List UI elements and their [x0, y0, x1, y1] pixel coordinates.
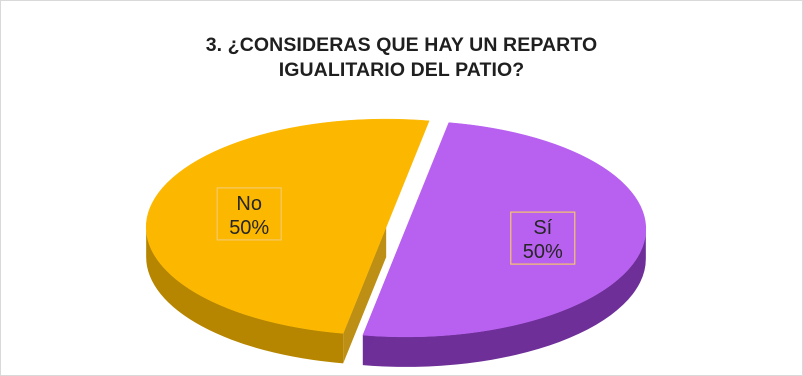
pie-slice-side	[362, 228, 646, 367]
pie-slice-1	[362, 122, 646, 367]
chart-title-line-2: IGUALITARIO DEL PATIO?	[278, 59, 525, 81]
data-label-box	[510, 211, 576, 265]
data-label-percent: 50%	[229, 217, 269, 239]
pie-slice-top	[146, 118, 430, 334]
data-label-percent: 50%	[523, 241, 563, 263]
data-label-category: Sí	[533, 217, 552, 239]
pie-slice-top	[362, 122, 646, 338]
pie-slice-face	[343, 227, 387, 364]
chart-title: 3. ¿CONSIDERAS QUE HAY UN REPARTO IGUALI…	[0, 33, 803, 83]
chart-title-line-1: 3. ¿CONSIDERAS QUE HAY UN REPARTO	[205, 34, 598, 56]
pie-slice-2	[146, 118, 430, 364]
data-label-category: No	[236, 193, 262, 215]
pie-slice-side	[146, 227, 344, 364]
data-label-box	[216, 187, 282, 241]
